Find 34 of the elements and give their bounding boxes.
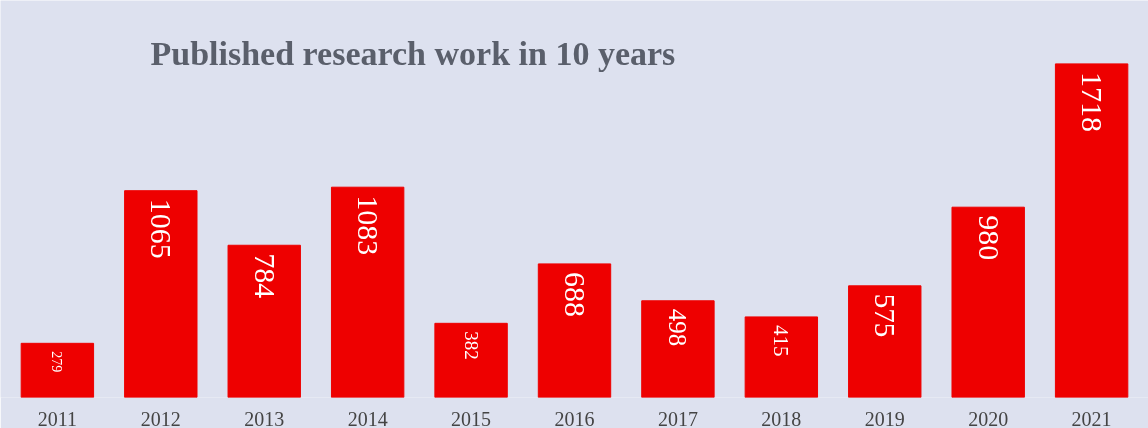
data-label: 415 <box>769 324 794 357</box>
bar <box>124 190 198 398</box>
bar <box>330 186 405 398</box>
data-label: 1065 <box>145 198 179 259</box>
x-tick-label: 2021 <box>1071 407 1112 428</box>
bar <box>848 285 922 398</box>
bar <box>951 206 1025 398</box>
data-label: 980 <box>972 215 1006 261</box>
data-label: 382 <box>460 331 482 360</box>
bar <box>537 263 612 398</box>
bar <box>227 244 301 398</box>
x-tick-label: 2014 <box>347 407 388 428</box>
x-tick-label: 2020 <box>968 407 1009 428</box>
data-label: 279 <box>49 351 65 373</box>
data-label: 575 <box>869 293 902 338</box>
data-label: 784 <box>248 253 282 299</box>
data-label: 498 <box>664 308 692 347</box>
x-tick-label: 2018 <box>761 407 802 428</box>
x-tick-label: 2015 <box>451 407 492 428</box>
bar <box>434 322 508 398</box>
x-tick-label: 2011 <box>37 407 78 428</box>
chart-title: Published research work in 10 years <box>150 34 676 72</box>
bar <box>641 300 715 398</box>
x-tick-label: 2012 <box>140 407 181 428</box>
x-tick-label: 2013 <box>244 407 285 428</box>
data-label: 1718 <box>1076 71 1110 132</box>
bar <box>744 316 819 398</box>
bar <box>1054 63 1129 398</box>
bar <box>20 342 95 398</box>
data-label: 1083 <box>352 195 386 256</box>
x-tick-label: 2019 <box>864 407 905 428</box>
x-tick-label: 2016 <box>554 407 595 428</box>
x-tick-label: 2017 <box>657 407 698 428</box>
data-label: 688 <box>559 271 592 317</box>
